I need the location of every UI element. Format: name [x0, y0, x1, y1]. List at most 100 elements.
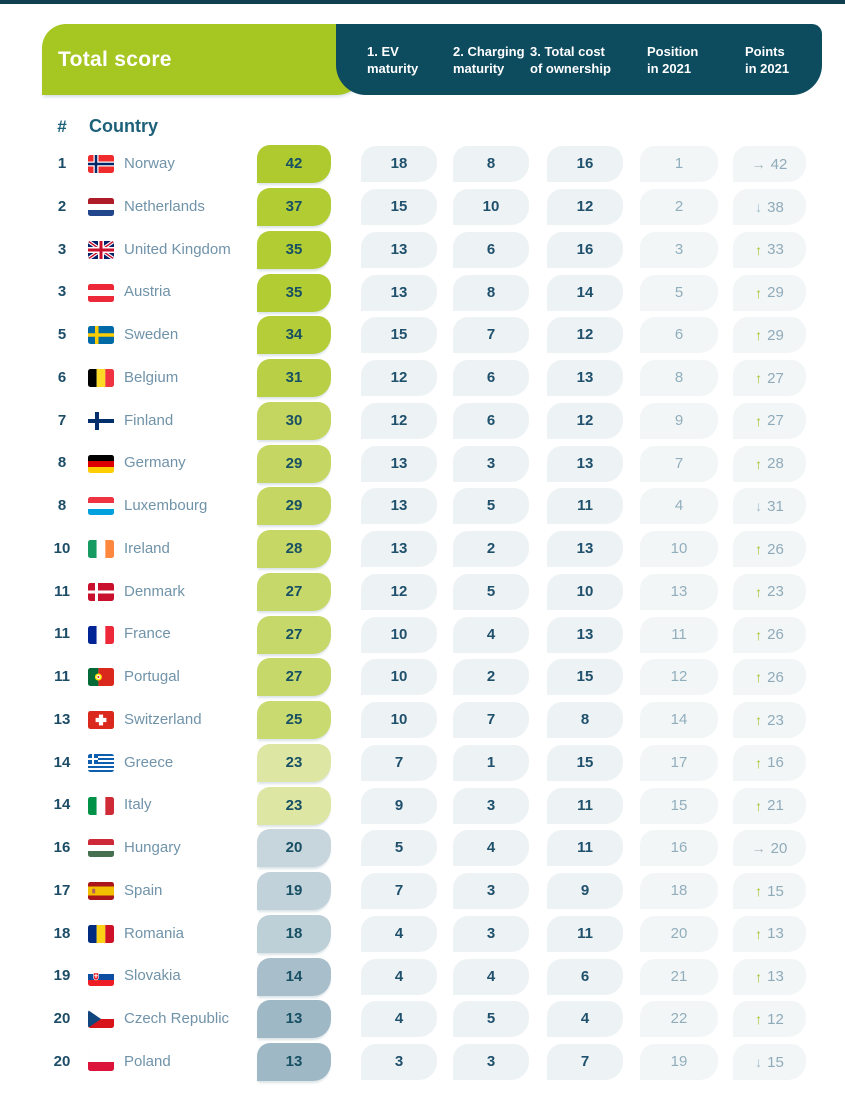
- total-score-badge: 25: [257, 701, 331, 740]
- trend-arrow-icon: ↑: [755, 241, 763, 258]
- charging-maturity-value: 1: [453, 744, 529, 781]
- country-flag-icon: [88, 924, 114, 943]
- charging-maturity-value: 3: [453, 787, 529, 824]
- points-2021-value: 28: [767, 455, 784, 473]
- country-flag-icon: [88, 240, 114, 259]
- total-cost-value: 4: [547, 1001, 623, 1038]
- points-2021-value: 26: [767, 626, 784, 644]
- total-cost-value: 13: [547, 531, 623, 568]
- points-2021-value: 12: [767, 1010, 784, 1028]
- charging-maturity-value: 10: [453, 189, 529, 226]
- total-score-badge: 27: [257, 658, 331, 697]
- rank-label: 11: [54, 582, 70, 600]
- total-cost-value: 13: [547, 616, 623, 653]
- country-row: 20 Czech Republic 13 4 5 4 22 ↑ 12: [0, 998, 845, 1041]
- position-2021-value: 9: [640, 402, 718, 439]
- position-2021-value: 19: [640, 1044, 718, 1081]
- total-score-badge: 14: [257, 957, 331, 996]
- total-score-badge: 29: [257, 487, 331, 526]
- rank-label: 2: [57, 197, 67, 215]
- country-flag-icon: [88, 582, 114, 601]
- trend-arrow-icon: ↑: [755, 925, 763, 942]
- total-cost-value: 16: [547, 146, 623, 183]
- total-score-label: Total score: [58, 47, 172, 71]
- charging-maturity-value: 4: [453, 958, 529, 995]
- total-score-badge: 42: [257, 145, 331, 184]
- charging-maturity-value: 6: [453, 402, 529, 439]
- trend-arrow-icon: →: [751, 156, 766, 173]
- charging-maturity-value: 5: [453, 488, 529, 525]
- rank-label: 13: [53, 710, 71, 728]
- total-cost-value: 11: [547, 787, 623, 824]
- total-cost-value: 15: [547, 659, 623, 696]
- position-2021-value: 18: [640, 873, 718, 910]
- country-row: 14 Greece 23 7 1 15 17 ↑ 16: [0, 742, 845, 785]
- country-name: Norway: [124, 155, 175, 172]
- position-2021-value: 5: [640, 274, 718, 311]
- country-name: Slovakia: [124, 967, 181, 985]
- ev-maturity-value: 12: [361, 573, 437, 610]
- total-score-badge: 20: [257, 829, 331, 868]
- rank-label: 17: [53, 881, 71, 899]
- total-cost-value: 12: [547, 317, 623, 354]
- ev-maturity-value: 13: [361, 531, 437, 568]
- country-row: 1 Norway 42 18 8 16 1 → 42: [0, 143, 845, 186]
- country-flag-icon: [88, 198, 114, 217]
- country-flag-icon: [88, 1010, 114, 1029]
- country-flag-icon: [88, 283, 114, 302]
- points-2021-value: 38: [767, 198, 784, 216]
- country-row: 7 Finland 30 12 6 12 9 ↑ 27: [0, 400, 845, 443]
- trend-arrow-icon: ↑: [755, 626, 763, 643]
- ev-maturity-value: 10: [361, 616, 437, 653]
- points-2021-cell: ↓ 31: [733, 488, 806, 525]
- trend-arrow-icon: ↑: [755, 883, 763, 900]
- rank-label: 10: [53, 539, 71, 557]
- ev-maturity-value: 4: [361, 958, 437, 995]
- rank-label: 14: [53, 753, 71, 771]
- total-score-badge: 30: [257, 401, 331, 440]
- points-2021-cell: → 42: [733, 146, 806, 183]
- country-name: Ireland: [124, 539, 170, 557]
- country-name: Sweden: [124, 326, 179, 343]
- points-2021-cell: ↑ 29: [733, 274, 806, 311]
- charging-maturity-value: 7: [453, 702, 529, 739]
- charging-maturity-value: 4: [453, 616, 529, 653]
- total-cost-value: 13: [547, 445, 623, 482]
- trend-arrow-icon: ↑: [755, 1011, 763, 1028]
- country-name: Belgium: [124, 368, 179, 386]
- country-name: Greece: [124, 753, 174, 771]
- total-score-badge: 23: [257, 743, 331, 782]
- points-2021-value: 20: [770, 839, 788, 857]
- total-cost-value: 13: [547, 360, 623, 397]
- country-row: 3 United Kingdom 35 13 6 16 3 ↑ 33: [0, 229, 845, 272]
- position-2021-value: 7: [640, 445, 718, 482]
- charging-maturity-value: 3: [453, 873, 529, 910]
- total-score-badge: 13: [257, 1043, 331, 1082]
- country-name: Luxembourg: [124, 497, 208, 514]
- position-2021-value: 10: [640, 531, 718, 568]
- total-cost-value: 6: [547, 958, 623, 995]
- points-2021-cell: ↑ 23: [733, 573, 806, 610]
- trend-arrow-icon: ↑: [755, 968, 763, 985]
- points-2021-value: 26: [767, 540, 784, 558]
- country-row: 11 Portugal 27 10 2 15 12 ↑ 26: [0, 656, 845, 699]
- rank-label: 5: [57, 326, 67, 343]
- country-row: 5 Sweden 34 15 7 12 6 ↑ 29: [0, 314, 845, 357]
- position-2021-value: 21: [640, 958, 718, 995]
- trend-arrow-icon: ↑: [755, 754, 763, 771]
- rank-column-header: #: [57, 117, 67, 136]
- total-cost-value: 10: [547, 573, 623, 610]
- total-cost-value: 11: [547, 488, 623, 525]
- country-name: Hungary: [124, 839, 181, 856]
- total-score-badge: 35: [257, 273, 331, 312]
- points-2021-cell: ↑ 13: [733, 958, 806, 995]
- position-2021-value: 3: [640, 231, 718, 268]
- rank-label: 7: [57, 411, 67, 429]
- ev-maturity-value: 13: [361, 274, 437, 311]
- charging-maturity-value: 2: [453, 531, 529, 568]
- country-row: 8 Germany 29 13 3 13 7 ↑ 28: [0, 442, 845, 485]
- trend-arrow-icon: ↑: [755, 541, 763, 558]
- total-score-badge: 27: [257, 572, 331, 611]
- position-2021-value: 12: [640, 659, 718, 696]
- points-2021-value: 29: [767, 284, 784, 302]
